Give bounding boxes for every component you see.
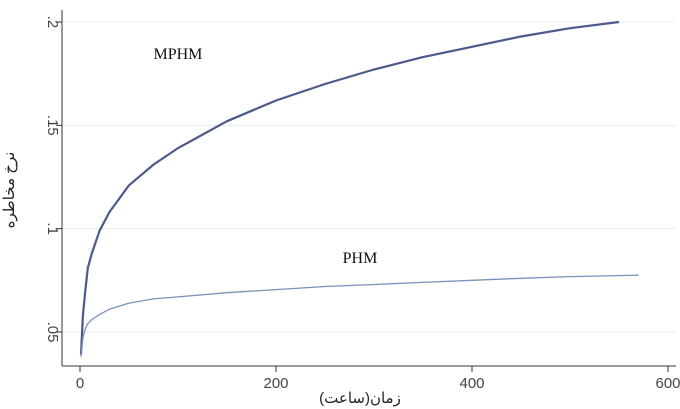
x-tick-label-3: 600 xyxy=(655,375,680,392)
x-tick-label-0: 0 xyxy=(76,375,84,392)
annotation-phm: PHM xyxy=(343,250,378,267)
y-tick-label-3: .2 xyxy=(44,16,61,29)
gridlines xyxy=(62,21,676,333)
y-axis-title: نرخ مخاطره xyxy=(1,152,18,229)
y-tick-label-1: .1 xyxy=(44,222,61,235)
x-axis-title: زمان(ساعت) xyxy=(319,390,401,407)
x-tick-label-1: 200 xyxy=(263,375,288,392)
series-mphm-line xyxy=(79,20,620,355)
annotations: MPHM PHM xyxy=(154,46,378,267)
annotation-mphm: MPHM xyxy=(154,46,203,63)
axes: .05 .1 .15 .2 0 200 400 600 xyxy=(44,10,680,392)
x-tick-label-2: 400 xyxy=(459,375,484,392)
y-tick-label-0: .05 xyxy=(44,322,61,343)
series-phm-line xyxy=(80,274,639,357)
series-lines xyxy=(79,20,639,357)
y-tick-label-2: .15 xyxy=(44,115,61,136)
